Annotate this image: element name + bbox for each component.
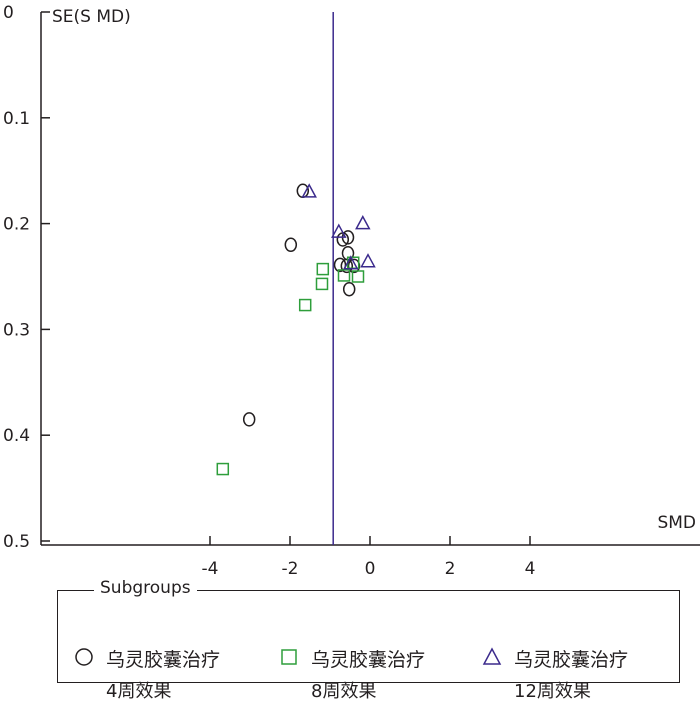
triangle-marker-12-weeks [331, 223, 347, 238]
legend-label-12-weeks: 乌灵胶囊治疗 12周效果 [514, 645, 628, 707]
legend-label-line: 12周效果 [514, 681, 591, 702]
circle-marker-4-weeks [342, 281, 356, 297]
x-tick-label: -2 [282, 559, 299, 579]
legend-item-8-weeks: 乌灵胶囊治疗 8周效果 [277, 645, 425, 707]
circle-marker-4-weeks [284, 237, 298, 253]
square-marker-8-weeks [216, 462, 230, 476]
y-axis-title: SE(S MD) [52, 7, 131, 27]
square-marker-8-weeks [316, 262, 330, 276]
y-tick-label: 0.5 [3, 532, 30, 552]
legend-label-line: 乌灵胶囊治疗 [311, 649, 426, 671]
legend-label-4-weeks: 乌灵胶囊治疗 4周效果 [106, 645, 220, 707]
x-axis-title: SMD [657, 513, 696, 533]
y-tick-label: 0.3 [3, 320, 30, 340]
circle-marker-4-weeks [242, 412, 256, 427]
x-tick-label: 2 [445, 559, 456, 579]
legend-label-line: 8周效果 [311, 681, 377, 702]
legend-title: Subgroups [94, 578, 197, 598]
square-marker-8-weeks [298, 298, 312, 312]
triangle-marker-12-weeks [360, 253, 376, 268]
funnel-plot: 0 0.1 0.2 0.3 0.4 0.5 -4 -2 0 2 4 SE(S MD) SMD [3, 3, 700, 579]
circle-marker-4-weeks [340, 258, 354, 274]
legend-label-line: 乌灵胶囊治疗 [106, 649, 221, 671]
circle-marker-icon [75, 648, 93, 666]
legend-label-8-weeks: 乌灵胶囊治疗 8周效果 [311, 645, 425, 707]
legend-item-4-weeks: 乌灵胶囊治疗 4周效果 [72, 645, 220, 707]
y-tick-label: 0.4 [3, 426, 30, 446]
triangle-marker-12-weeks [355, 215, 371, 230]
square-marker-8-weeks [351, 270, 365, 283]
legend-item-12-weeks: 乌灵胶囊治疗 12周效果 [480, 645, 628, 707]
legend-label-line: 4周效果 [106, 681, 172, 702]
x-tick-label: 4 [525, 559, 536, 579]
y-tick-label: 0 [3, 3, 14, 23]
x-tick-label: -4 [202, 559, 219, 579]
y-tick-label: 0.2 [3, 215, 30, 235]
square-marker-8-weeks [315, 277, 329, 291]
legend-box [57, 590, 680, 683]
x-tick-label: 0 [365, 559, 376, 579]
square-marker-icon [281, 649, 297, 665]
circle-marker-4-weeks [333, 257, 347, 273]
legend-label-line: 乌灵胶囊治疗 [514, 649, 629, 671]
y-tick-label: 0.1 [3, 109, 30, 129]
circle-marker-4-weeks [347, 258, 361, 274]
triangle-marker-icon [482, 647, 502, 665]
square-marker-8-weeks [337, 269, 351, 282]
triangle-marker-12-weeks [301, 183, 317, 198]
triangle-marker-12-weeks [343, 255, 359, 270]
